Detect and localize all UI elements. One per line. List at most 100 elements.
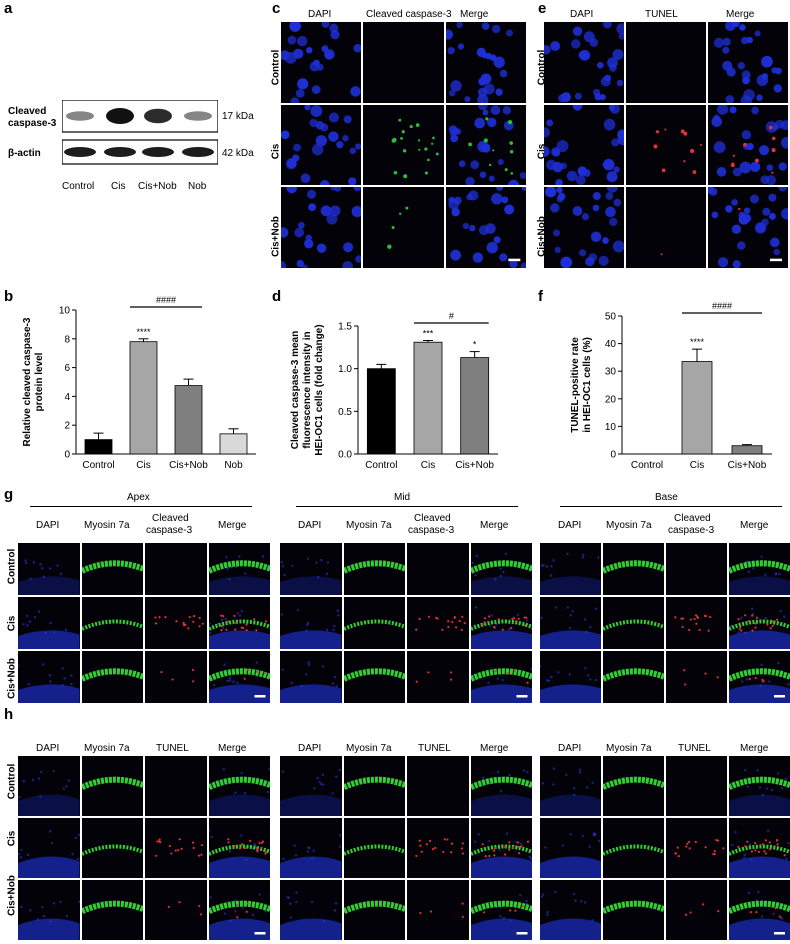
grid-h-1-cell-r2-c2 xyxy=(407,880,469,940)
grid-g-2-cell-r1-c1 xyxy=(603,597,664,649)
blot-lane-nob: Nob xyxy=(188,181,207,192)
grid-h-0-cell-r1-c1 xyxy=(81,818,143,878)
panel-label-g: g xyxy=(4,486,14,503)
grid-g-1-cell-r0-c1 xyxy=(343,543,405,595)
grid-g-0-cell-r1-c3 xyxy=(208,597,270,649)
y-tick-label: 0 xyxy=(64,450,70,461)
panel-h-col-tunel-0: TUNEL xyxy=(156,743,189,754)
grid-g-2-cell-r0-c2 xyxy=(666,543,727,595)
blot-band-caspase-0 xyxy=(66,111,94,121)
panel-c-row-cis: Cis xyxy=(270,143,282,160)
grid-g-0-cell-r0-c1 xyxy=(81,543,143,595)
grid-h-1-cell-r0-c3 xyxy=(470,756,532,816)
y-axis-label-line1: Cleaved caspase-3 mean xyxy=(290,331,301,449)
y-axis-label-line2: fluorescence intensity in xyxy=(302,331,313,448)
blot-label-row2: β-actin xyxy=(8,148,41,159)
y-tick-label: 10 xyxy=(59,306,71,317)
panel-g-region-mid: Mid xyxy=(394,492,411,503)
panel-label-a: a xyxy=(4,0,13,17)
panel-c-row-control: Control xyxy=(270,49,282,86)
grid-c-cell-r1-c0 xyxy=(281,104,362,186)
comparison-label: #### xyxy=(712,301,732,311)
significance-Cis: *** xyxy=(423,329,434,339)
grid-h-0-cell-r0-c2 xyxy=(145,756,207,816)
significance-Cis+Nob: * xyxy=(473,340,477,350)
bar-Nob xyxy=(219,433,248,455)
panel-g-col-merge-0: Merge xyxy=(218,520,247,531)
panel-g-apex-grid xyxy=(18,543,270,703)
panel-e-col-dapi: DAPI xyxy=(570,9,594,20)
grid-h-2-cell-r2-c2 xyxy=(666,880,727,940)
bar-Cis xyxy=(413,341,443,455)
grid-e-cell-r0-c0 xyxy=(544,22,624,103)
grid-h-1-cell-r0-c1 xyxy=(343,756,405,816)
y-tick-label: 30 xyxy=(605,367,617,378)
bar-Cis+Nob xyxy=(174,385,203,455)
grid-h-0-cell-r0-c0 xyxy=(18,756,80,816)
panel-g-row-cis: Cis xyxy=(6,615,18,632)
panel-g-base-grid xyxy=(540,543,790,703)
grid-g-0-cell-r1-c2 xyxy=(145,597,207,649)
panel-c-image-grid xyxy=(281,22,526,268)
grid-e-cell-r2-c1 xyxy=(626,187,706,268)
blot-band-caspase-2 xyxy=(144,108,172,124)
grid-h-1-cell-r1-c0 xyxy=(280,818,342,878)
y-tick-label: 50 xyxy=(605,312,617,323)
grid-c-cell-r1-c2 xyxy=(445,104,526,186)
grid-h-1-cell-r2-c0 xyxy=(280,880,342,940)
y-tick-label: 10 xyxy=(605,422,617,433)
y-tick-label: 20 xyxy=(605,394,617,405)
x-tick-label-Cis: Cis xyxy=(421,460,435,471)
blot-lane-cis: Cis xyxy=(111,181,126,192)
panel-label-c: c xyxy=(272,0,281,17)
blot-kda-row2: 42 kDa xyxy=(222,148,254,159)
grid-c-cell-r0-c0 xyxy=(281,22,362,103)
grid-e-cell-r1-c1 xyxy=(626,104,706,186)
panel-h-col-tunel-2: TUNEL xyxy=(678,743,711,754)
grid-h-2-cell-r0-c3 xyxy=(729,756,790,816)
blot-band-actin-2 xyxy=(142,147,174,157)
grid-c-cell-r0-c1 xyxy=(363,22,444,103)
bar-Cis xyxy=(129,341,158,455)
grid-g-1-cell-r0-c3 xyxy=(470,543,532,595)
grid-e-cell-r2-c2 xyxy=(708,187,788,268)
x-tick-label-Cis+Nob: Cis+Nob xyxy=(169,460,208,471)
grid-g-1-cell-r2-c3 xyxy=(470,651,532,703)
y-axis-label-line2: protein level xyxy=(34,352,45,411)
y-tick-label: 4 xyxy=(64,392,70,403)
panel-g-col-caspase-2: caspase-3 xyxy=(668,525,715,536)
panel-g-col-dapi-2: DAPI xyxy=(558,520,582,531)
grid-g-0-cell-r2-c2 xyxy=(145,651,207,703)
panel-h-col-merge-0: Merge xyxy=(218,743,247,754)
panel-g-col-caspase-0: caspase-3 xyxy=(146,525,193,536)
grid-g-2-cell-r0-c3 xyxy=(729,543,790,595)
grid-h-1-cell-r1-c2 xyxy=(407,818,469,878)
grid-h-2-cell-r1-c1 xyxy=(603,818,664,878)
blot-lane-cis-nob: Cis+Nob xyxy=(138,181,177,192)
panel-label-b: b xyxy=(4,288,14,305)
grid-c-cell-r1-c1 xyxy=(363,104,444,186)
grid-g-2-cell-r1-c0 xyxy=(540,597,601,649)
grid-c-cell-r0-c2 xyxy=(445,22,526,103)
grid-h-2-cell-r1-c3 xyxy=(729,818,790,878)
grid-g-1-cell-r0-c0 xyxy=(280,543,342,595)
comparison-label: # xyxy=(449,311,454,321)
panel-g-region-base: Base xyxy=(655,492,678,503)
grid-h-0-cell-r0-c1 xyxy=(81,756,143,816)
panel-e-image-grid xyxy=(544,22,788,268)
blot-lane-control: Control xyxy=(62,181,95,192)
panel-h-col-myosin-1: Myosin 7a xyxy=(346,743,392,754)
grid-g-0-cell-r0-c2 xyxy=(145,543,207,595)
x-tick-label-Control: Control xyxy=(631,460,663,471)
panel-h-apex-grid xyxy=(18,756,270,940)
panel-h-mid-grid xyxy=(280,756,532,940)
grid-h-2-cell-r2-c3 xyxy=(729,880,790,940)
x-tick-label-Control: Control xyxy=(365,460,397,471)
y-axis-label-line2: in HEI-OC1 cells (%) xyxy=(582,337,593,433)
blot-label-row1-line1: Cleaved xyxy=(8,106,47,117)
blot-band-actin-0 xyxy=(64,147,96,157)
panel-g-mid-grid xyxy=(280,543,532,703)
grid-h-0-cell-r2-c1 xyxy=(81,880,143,940)
panel-g-col-cleaved-2: Cleaved xyxy=(674,513,711,524)
grid-g-1-cell-r2-c1 xyxy=(343,651,405,703)
